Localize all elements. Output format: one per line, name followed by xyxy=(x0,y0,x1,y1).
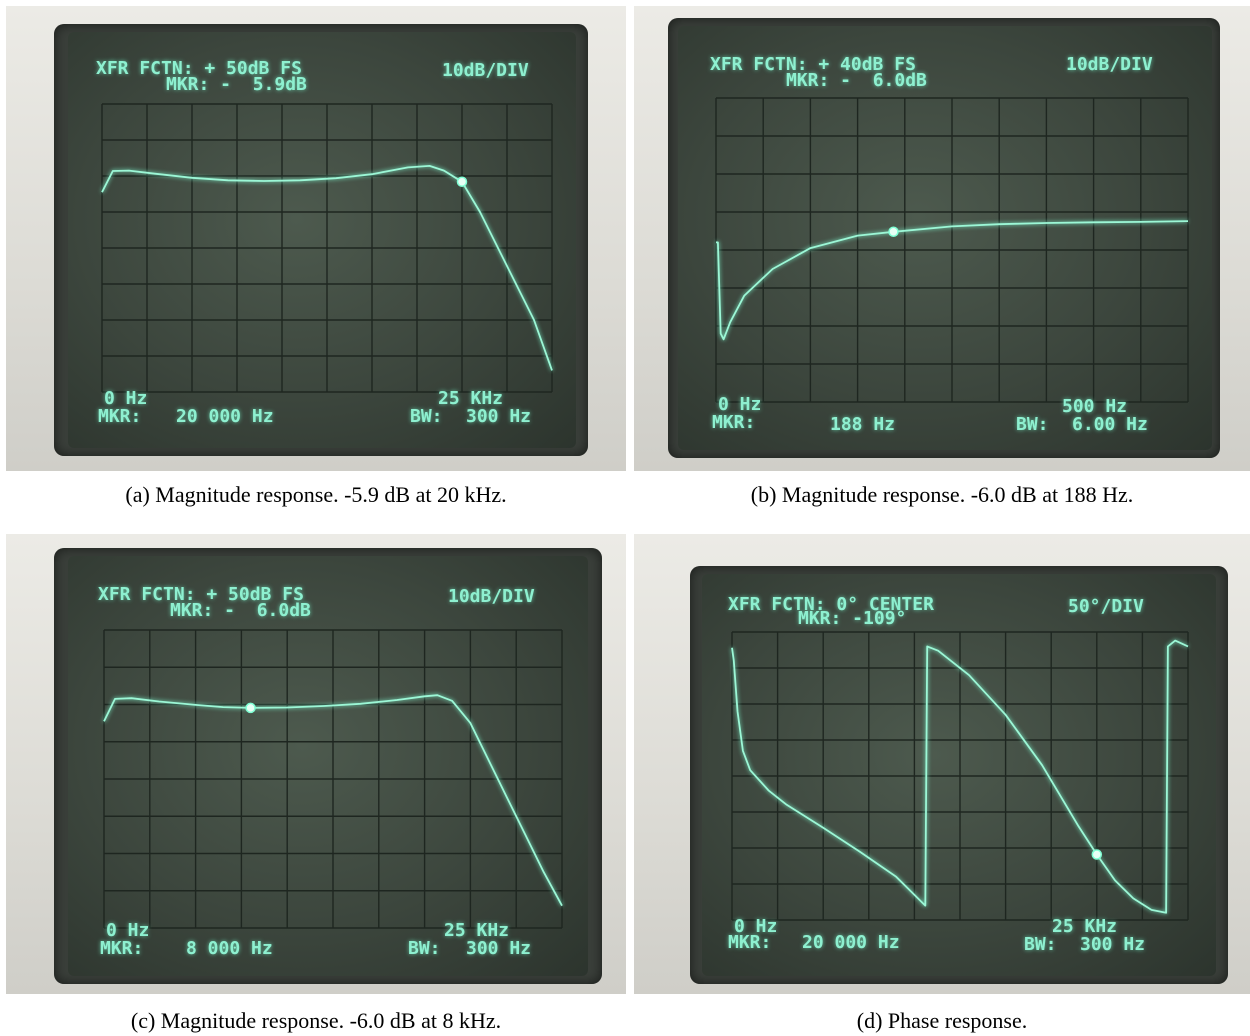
plot-a xyxy=(101,103,553,393)
header-line2-d: MKR: -109° xyxy=(798,608,907,629)
marker-freq-d: 20 000 Hz xyxy=(802,932,900,953)
caption-c: (c) Magnitude response. -6.0 dB at 8 kHz… xyxy=(130,1008,502,1033)
scale-d: 50°/DIV xyxy=(1068,596,1144,617)
photo-a: XFR FCTN: + 50dB FS MKR: - 5.9dB 10dB/DI… xyxy=(6,6,626,471)
header-line2-a: MKR: - 5.9dB xyxy=(166,74,307,95)
grid-d xyxy=(731,631,1189,921)
header-line2-b: MKR: - 6.0dB xyxy=(786,70,927,91)
bw-prefix-b: BW: xyxy=(1016,414,1049,435)
marker-freq-c: 8 000 Hz xyxy=(186,938,273,959)
trace-d xyxy=(731,639,1189,914)
bw-a: 300 Hz xyxy=(466,406,532,427)
x-end-b: 500 Hz xyxy=(1062,396,1128,417)
header-line1-d: XFR FCTN: 0° CENTER xyxy=(728,594,934,615)
screen-b: XFR FCTN: + 40dB FS MKR: - 6.0dB 10dB/DI… xyxy=(678,26,1212,450)
marker-dot-a xyxy=(456,176,468,188)
bw-c: 300 Hz xyxy=(466,938,532,959)
bw-prefix-a: BW: xyxy=(410,406,443,427)
header-line1-a: XFR FCTN: + 50dB FS xyxy=(96,58,302,79)
header-line1-b: XFR FCTN: + 40dB FS xyxy=(710,54,916,75)
x-start-a: 0 Hz xyxy=(104,388,148,409)
marker-prefix-d: MKR: xyxy=(728,932,772,953)
header-line2-c: MKR: - 6.0dB xyxy=(170,600,311,621)
scale-c: 10dB/DIV xyxy=(448,586,535,607)
x-start-b: 0 Hz xyxy=(718,394,762,415)
header-line1-c: XFR FCTN: + 50dB FS xyxy=(98,584,304,605)
trace-b xyxy=(716,220,1189,341)
x-end-c: 25 KHz xyxy=(444,920,510,941)
panel-a: XFR FCTN: + 50dB FS MKR: - 5.9dB 10dB/DI… xyxy=(6,6,626,521)
panel-d: XFR FCTN: 0° CENTER MKR: -109° 50°/DIV 0… xyxy=(634,534,1250,1036)
scale-b: 10dB/DIV xyxy=(1066,54,1153,75)
caption-d: (d) Phase response. xyxy=(856,1008,1028,1033)
marker-prefix-a: MKR: xyxy=(98,406,142,427)
plot-c xyxy=(103,629,563,929)
marker-prefix-c: MKR: xyxy=(100,938,144,959)
screen-a: XFR FCTN: + 50dB FS MKR: - 5.9dB 10dB/DI… xyxy=(68,32,576,448)
screen-c: XFR FCTN: + 50dB FS MKR: - 6.0dB 10dB/DI… xyxy=(68,556,588,976)
x-start-d: 0 Hz xyxy=(734,916,778,937)
photo-d: XFR FCTN: 0° CENTER MKR: -109° 50°/DIV 0… xyxy=(634,534,1250,994)
x-start-c: 0 Hz xyxy=(106,920,150,941)
marker-dot-d xyxy=(1091,849,1103,860)
bw-d: 300 Hz xyxy=(1080,934,1146,955)
bw-prefix-d: BW: xyxy=(1024,934,1057,955)
scale-a: 10dB/DIV xyxy=(442,60,529,81)
x-end-d: 25 KHz xyxy=(1052,916,1118,937)
marker-freq-b: 188 Hz xyxy=(830,414,896,435)
marker-freq-a: 20 000 Hz xyxy=(176,406,274,427)
trace-c xyxy=(103,694,563,907)
marker-dot-c xyxy=(245,702,256,714)
panel-c: XFR FCTN: + 50dB FS MKR: - 6.0dB 10dB/DI… xyxy=(6,534,626,1036)
bw-prefix-c: BW: xyxy=(408,938,441,959)
screen-d: XFR FCTN: 0° CENTER MKR: -109° 50°/DIV 0… xyxy=(702,574,1216,976)
plot-d xyxy=(731,631,1189,921)
caption-a: (a) Magnitude response. -5.9 dB at 20 kH… xyxy=(125,482,507,507)
grid-c xyxy=(103,629,563,929)
bw-b: 6.00 Hz xyxy=(1072,414,1148,435)
marker-prefix-b: MKR: xyxy=(712,412,756,433)
marker-dot-b xyxy=(888,226,899,238)
grid-b xyxy=(715,97,1189,403)
caption-b: (b) Magnitude response. -6.0 dB at 188 H… xyxy=(750,482,1134,507)
trace-a xyxy=(101,164,553,371)
panel-b: XFR FCTN: + 40dB FS MKR: - 6.0dB 10dB/DI… xyxy=(634,6,1250,521)
grid-a xyxy=(101,103,553,393)
photo-b: XFR FCTN: + 40dB FS MKR: - 6.0dB 10dB/DI… xyxy=(634,6,1250,471)
plot-b xyxy=(715,97,1189,403)
photo-c: XFR FCTN: + 50dB FS MKR: - 6.0dB 10dB/DI… xyxy=(6,534,626,994)
x-end-a: 25 KHz xyxy=(438,388,504,409)
